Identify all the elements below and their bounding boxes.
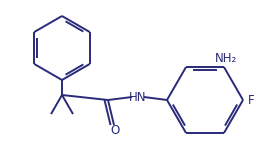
Text: NH₂: NH₂: [215, 52, 237, 65]
Text: HN: HN: [129, 91, 147, 104]
Text: F: F: [248, 94, 254, 107]
Text: O: O: [110, 125, 120, 137]
